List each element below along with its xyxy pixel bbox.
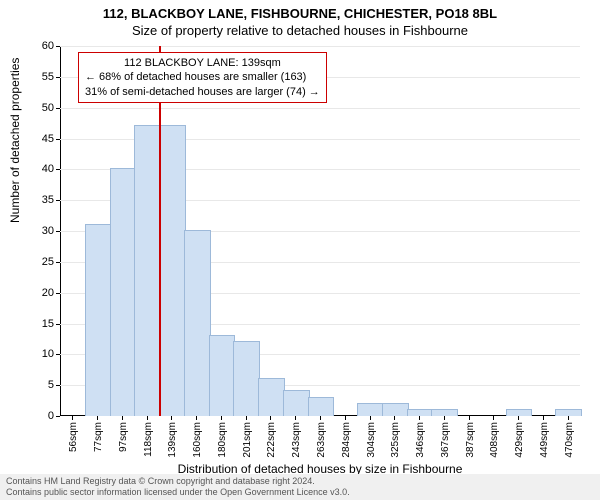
ytick-label: 15	[24, 318, 54, 330]
ytick-mark	[56, 262, 60, 263]
ytick-label: 10	[24, 348, 54, 360]
xtick-label: 263sqm	[316, 422, 327, 458]
bar	[506, 409, 533, 416]
xtick-mark	[320, 416, 321, 420]
ytick-mark	[56, 77, 60, 78]
xtick-label: 408sqm	[489, 422, 500, 458]
bar	[159, 125, 186, 416]
xtick-label: 77sqm	[93, 422, 104, 452]
ytick-mark	[56, 108, 60, 109]
y-axis-label: Number of detached properties	[8, 58, 22, 223]
xtick-mark	[394, 416, 395, 420]
bar	[357, 403, 384, 416]
xtick-label: 346sqm	[415, 422, 426, 458]
xtick-label: 243sqm	[291, 422, 302, 458]
xtick-mark	[469, 416, 470, 420]
xtick-mark	[171, 416, 172, 420]
bar	[407, 409, 434, 416]
ytick-label: 50	[24, 102, 54, 114]
ytick-mark	[56, 293, 60, 294]
bar	[209, 335, 236, 416]
callout-line: 112 BLACKBOY LANE: 139sqm	[85, 56, 320, 70]
footer: Contains HM Land Registry data © Crown c…	[0, 474, 600, 500]
ytick-label: 20	[24, 287, 54, 299]
xtick-label: 118sqm	[143, 422, 154, 457]
xtick-mark	[295, 416, 296, 420]
xtick-label: 160sqm	[192, 422, 203, 458]
callout-line: ← 68% of detached houses are smaller (16…	[85, 70, 320, 84]
xtick-mark	[122, 416, 123, 420]
xtick-label: 367sqm	[440, 422, 451, 458]
bar	[258, 378, 285, 416]
bar	[382, 403, 409, 416]
ytick-mark	[56, 139, 60, 140]
ytick-mark	[56, 169, 60, 170]
plot-area: 05101520253035404550556056sqm77sqm97sqm1…	[60, 46, 580, 416]
xtick-label: 222sqm	[266, 422, 277, 458]
bar	[555, 409, 582, 416]
ytick-mark	[56, 200, 60, 201]
callout-box: 112 BLACKBOY LANE: 139sqm← 68% of detach…	[78, 52, 327, 103]
xtick-mark	[370, 416, 371, 420]
page-subtitle: Size of property relative to detached ho…	[0, 23, 600, 42]
xtick-label: 325sqm	[390, 422, 401, 458]
gridline	[60, 46, 580, 47]
xtick-label: 387sqm	[465, 422, 476, 458]
ytick-mark	[56, 46, 60, 47]
ytick-label: 30	[24, 225, 54, 237]
bar	[283, 390, 310, 416]
xtick-label: 470sqm	[564, 422, 575, 458]
xtick-mark	[419, 416, 420, 420]
ytick-label: 25	[24, 256, 54, 268]
xtick-label: 449sqm	[539, 422, 550, 458]
bar	[233, 341, 260, 416]
xtick-mark	[147, 416, 148, 420]
ytick-mark	[56, 231, 60, 232]
gridline	[60, 108, 580, 109]
xtick-mark	[196, 416, 197, 420]
xtick-mark	[246, 416, 247, 420]
xtick-label: 139sqm	[167, 422, 178, 458]
bar	[184, 230, 211, 416]
ytick-mark	[56, 385, 60, 386]
callout-line: 31% of semi-detached houses are larger (…	[85, 85, 320, 99]
xtick-mark	[518, 416, 519, 420]
bar	[431, 409, 458, 416]
xtick-mark	[72, 416, 73, 420]
ytick-mark	[56, 416, 60, 417]
xtick-label: 284sqm	[341, 422, 352, 458]
xtick-mark	[493, 416, 494, 420]
ytick-label: 45	[24, 133, 54, 145]
bar	[134, 125, 161, 416]
xtick-label: 201sqm	[242, 422, 253, 458]
xtick-mark	[270, 416, 271, 420]
bar	[308, 397, 335, 417]
bar	[85, 224, 112, 416]
footer-line2: Contains public sector information licen…	[6, 487, 594, 498]
xtick-mark	[568, 416, 569, 420]
ytick-mark	[56, 354, 60, 355]
xtick-mark	[345, 416, 346, 420]
xtick-mark	[97, 416, 98, 420]
ytick-label: 40	[24, 163, 54, 175]
ytick-label: 0	[24, 410, 54, 422]
xtick-label: 429sqm	[514, 422, 525, 458]
chart-area: 05101520253035404550556056sqm77sqm97sqm1…	[60, 46, 580, 416]
xtick-mark	[221, 416, 222, 420]
xtick-label: 97sqm	[118, 422, 129, 452]
bar	[110, 168, 137, 416]
ytick-mark	[56, 324, 60, 325]
xtick-mark	[543, 416, 544, 420]
xtick-label: 56sqm	[68, 422, 79, 452]
xtick-label: 180sqm	[217, 422, 228, 458]
ytick-label: 5	[24, 379, 54, 391]
footer-line1: Contains HM Land Registry data © Crown c…	[6, 476, 594, 487]
page-title: 112, BLACKBOY LANE, FISHBOURNE, CHICHEST…	[0, 0, 600, 23]
ytick-label: 35	[24, 194, 54, 206]
ytick-label: 55	[24, 71, 54, 83]
xtick-mark	[444, 416, 445, 420]
ytick-label: 60	[24, 40, 54, 52]
xtick-label: 304sqm	[366, 422, 377, 458]
